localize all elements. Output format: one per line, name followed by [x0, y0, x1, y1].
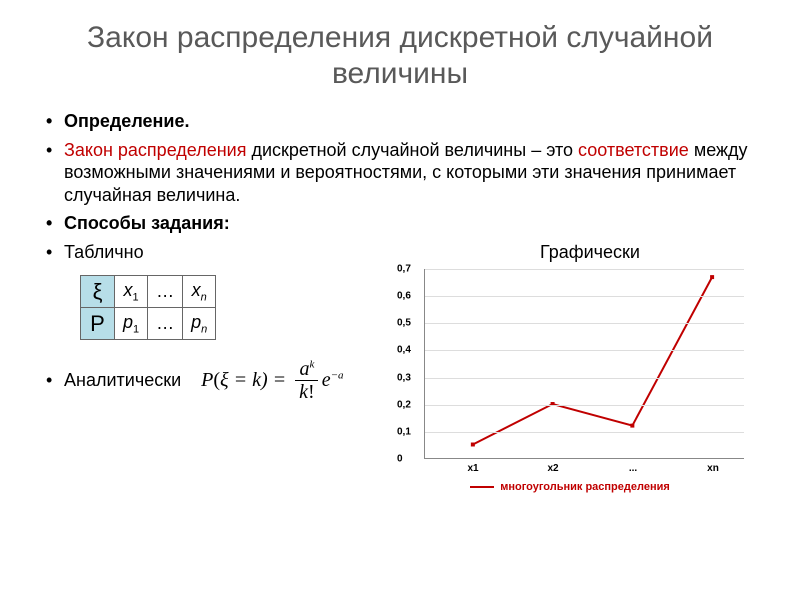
method-analytic: Аналитически [40, 370, 181, 391]
x-axis-label: ... [629, 463, 637, 474]
cell-x1: x1 [115, 276, 148, 308]
right-column: 00,10,20,30,40,50,60,7x1x2...xn многоуго… [400, 269, 760, 493]
y-axis-label: 0,3 [397, 372, 411, 383]
y-axis-label: 0,5 [397, 318, 411, 329]
xi-header: ξ [81, 276, 115, 308]
analytic-row: Аналитически P(ξ = k) = ak k! e−a [40, 358, 400, 403]
x-axis-label: x2 [547, 463, 558, 474]
y-axis-label: 0,4 [397, 345, 411, 356]
cell-dots2: … [148, 308, 183, 340]
cell-dots: … [148, 276, 183, 308]
def-red: соответствие [578, 140, 689, 160]
formula-lhs: P(ξ = k) = [201, 369, 286, 392]
grid-line [425, 296, 744, 297]
method-table: Таблично [64, 241, 144, 264]
frac-den: k! [295, 381, 319, 403]
lower-row: ξ x1 … xn P p1 … pn Аналитически P(ξ = k… [40, 269, 760, 493]
method-graph: Графически [540, 241, 640, 264]
chart-line [425, 269, 744, 458]
formula-exp: e−a [322, 369, 344, 392]
legend-line-icon [470, 486, 494, 488]
cell-p1: p1 [115, 308, 148, 340]
grid-line [425, 378, 744, 379]
slide: Закон распределения дискретной случайной… [0, 0, 800, 503]
definition-label: Определение. [40, 110, 760, 133]
y-axis-label: 0,7 [397, 264, 411, 275]
grid-line [425, 405, 744, 406]
definition-text: Закон распределения дискретной случайной… [40, 139, 760, 207]
left-column: ξ x1 … xn P p1 … pn Аналитически P(ξ = k… [40, 269, 400, 493]
formula: P(ξ = k) = ak k! e−a [201, 358, 343, 403]
grid-line [425, 350, 744, 351]
grid-line [425, 269, 744, 270]
methods-label: Способы задания: [40, 212, 760, 235]
y-axis-label: 0,1 [397, 426, 411, 437]
y-axis-label: 0 [397, 454, 403, 465]
def-mid: дискретной случайной величины – это [246, 140, 578, 160]
chart-legend: многоугольник распределения [400, 481, 740, 493]
def-term: Закон распределения [64, 140, 246, 160]
y-axis-label: 0,6 [397, 291, 411, 302]
table-row: ξ x1 … xn [81, 276, 216, 308]
legend-label: многоугольник распределения [500, 481, 670, 493]
methods-row: Таблично Графически [40, 241, 760, 264]
p-header: P [81, 308, 115, 340]
x-axis-label: x1 [467, 463, 478, 474]
cell-pn: pn [183, 308, 216, 340]
bullet-list: Определение. Закон распределения дискрет… [40, 110, 760, 263]
formula-fraction: ak k! [295, 358, 319, 403]
grid-line [425, 323, 744, 324]
table-row: P p1 … pn [81, 308, 216, 340]
cell-xn: xn [183, 276, 216, 308]
distribution-chart: 00,10,20,30,40,50,60,7x1x2...xn [424, 269, 744, 459]
slide-title: Закон распределения дискретной случайной… [40, 20, 760, 92]
x-axis-label: xn [707, 463, 719, 474]
frac-num: ak [295, 358, 318, 381]
chart-wrap: 00,10,20,30,40,50,60,7x1x2...xn многоуго… [400, 269, 740, 493]
grid-line [425, 432, 744, 433]
distribution-table: ξ x1 … xn P p1 … pn [80, 275, 216, 340]
y-axis-label: 0,2 [397, 399, 411, 410]
